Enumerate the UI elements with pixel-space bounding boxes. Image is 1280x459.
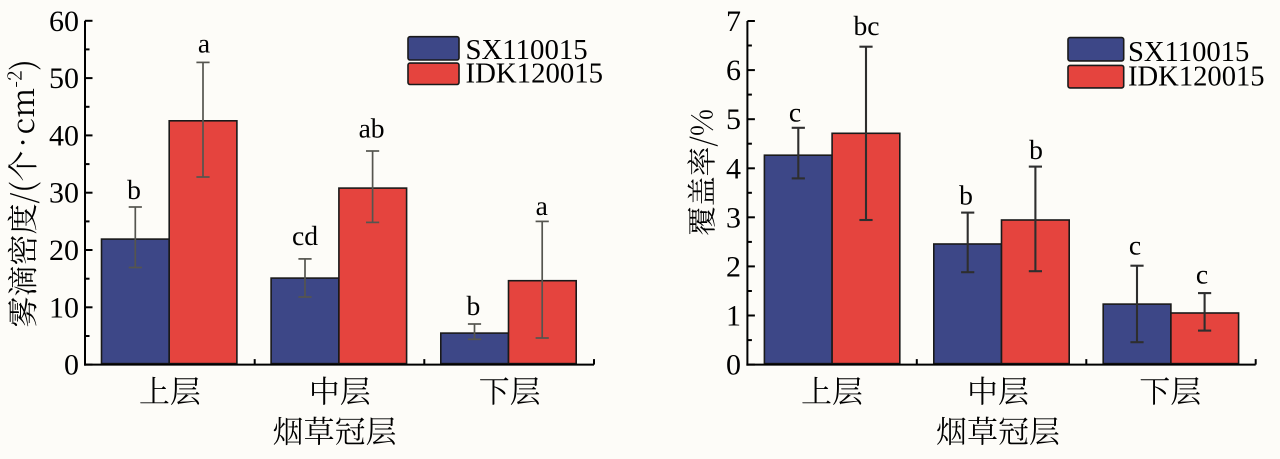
svg-text:IDK120015: IDK120015 — [466, 58, 604, 90]
svg-text:cd: cd — [292, 220, 318, 251]
svg-text:ab: ab — [359, 112, 385, 143]
svg-text:40: 40 — [49, 119, 79, 152]
svg-text:c: c — [1196, 258, 1208, 289]
svg-text:a: a — [536, 190, 548, 221]
svg-text:SX110015: SX110015 — [1128, 37, 1249, 68]
svg-text:0: 0 — [64, 349, 79, 382]
svg-text:c: c — [789, 97, 801, 128]
svg-text:3: 3 — [726, 201, 741, 234]
svg-text:b: b — [1029, 134, 1043, 165]
svg-text:10: 10 — [49, 291, 79, 324]
svg-text:30: 30 — [49, 177, 79, 210]
svg-text:b: b — [127, 174, 141, 205]
svg-text:0: 0 — [726, 349, 741, 382]
svg-text:5: 5 — [726, 103, 741, 136]
svg-text:bc: bc — [853, 10, 879, 41]
svg-text:1: 1 — [726, 300, 741, 333]
svg-text:50: 50 — [49, 62, 79, 95]
svg-text:SX110015: SX110015 — [466, 34, 588, 66]
svg-text:2: 2 — [726, 250, 741, 283]
svg-text:6: 6 — [726, 54, 741, 87]
svg-text:c: c — [1129, 229, 1141, 260]
svg-text:20: 20 — [49, 234, 79, 267]
svg-text:a: a — [198, 28, 210, 59]
svg-text:7: 7 — [726, 5, 741, 38]
svg-text:IDK120015: IDK120015 — [1128, 62, 1265, 93]
svg-text:60: 60 — [49, 5, 79, 38]
svg-text:4: 4 — [726, 152, 741, 185]
svg-text:b: b — [467, 290, 481, 321]
svg-text:b: b — [959, 180, 973, 211]
